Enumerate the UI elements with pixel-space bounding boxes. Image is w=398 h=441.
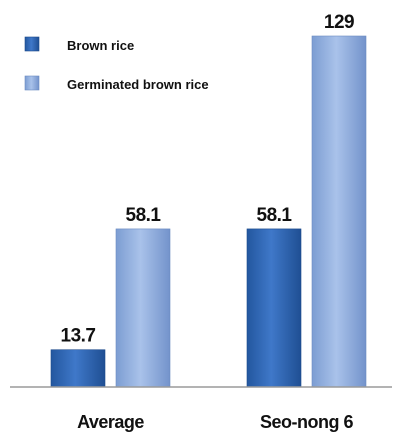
- bar-seo-nong-6-brown-rice: [246, 228, 302, 388]
- bar-average-brown-rice: [50, 349, 106, 388]
- data-label-average-germinated-brown-rice: 58.1: [126, 205, 162, 226]
- legend: Brown rice Germinated brown rice: [24, 36, 209, 92]
- x-axis-tick-labels: Average Seo-nong 6: [77, 412, 354, 432]
- legend-label-germinated-brown-rice: Germinated brown rice: [67, 77, 209, 92]
- legend-swatch-germinated-brown-rice: [24, 75, 40, 91]
- data-label-seo-nong-6-germinated-brown-rice: 129: [324, 12, 354, 33]
- bars-group: [50, 35, 367, 388]
- data-label-seo-nong-6-brown-rice: 58.1: [257, 205, 293, 226]
- bar-seo-nong-6-germinated-brown-rice: [311, 35, 367, 388]
- tick-label-seo-nong-6: Seo-nong 6: [260, 412, 353, 432]
- data-label-average-brown-rice: 13.7: [61, 326, 96, 347]
- bar-average-germinated-brown-rice: [115, 228, 171, 388]
- legend-label-brown-rice: Brown rice: [67, 38, 134, 53]
- legend-swatch-brown-rice: [24, 36, 40, 52]
- tick-label-average: Average: [77, 412, 144, 432]
- data-labels-group: 13.7 58.1 58.1 129: [61, 12, 355, 347]
